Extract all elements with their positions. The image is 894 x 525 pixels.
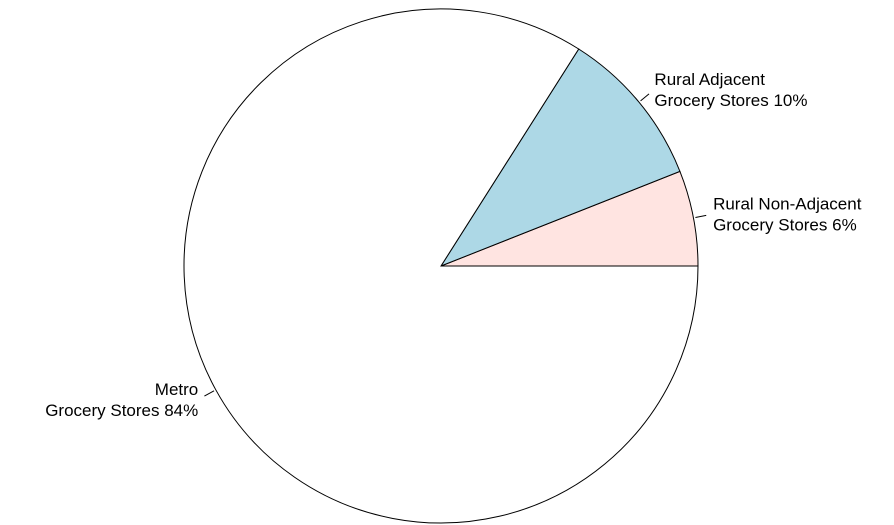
pie-label-2-line-0: Metro	[155, 380, 198, 399]
pie-slices	[183, 8, 699, 524]
pie-leader-0	[695, 214, 707, 218]
pie-leader-lines	[204, 93, 707, 397]
pie-labels: Rural Non-Adjacent Grocery Stores 6%Rural…	[45, 70, 862, 420]
pie-label-1-line-0: Rural Adjacent	[654, 70, 765, 89]
pie-slice-1	[439, 48, 681, 268]
pie-leader-2	[204, 390, 215, 397]
pie-label-2: Metro Grocery Stores 84%	[45, 380, 198, 420]
pie-slice-2	[183, 8, 699, 524]
pie-label-2-line-1: Grocery Stores 84%	[45, 401, 198, 420]
pie-label-0: Rural Non-Adjacent Grocery Stores 6%	[713, 195, 862, 235]
pie-label-0-line-1: Grocery Stores 6%	[713, 216, 857, 235]
pie-label-0-line-0: Rural Non-Adjacent	[713, 195, 862, 214]
pie-leader-1	[640, 93, 650, 102]
pie-label-1: Rural Adjacent Grocery Stores 10%	[654, 70, 807, 110]
pie-label-1-line-1: Grocery Stores 10%	[654, 91, 807, 110]
